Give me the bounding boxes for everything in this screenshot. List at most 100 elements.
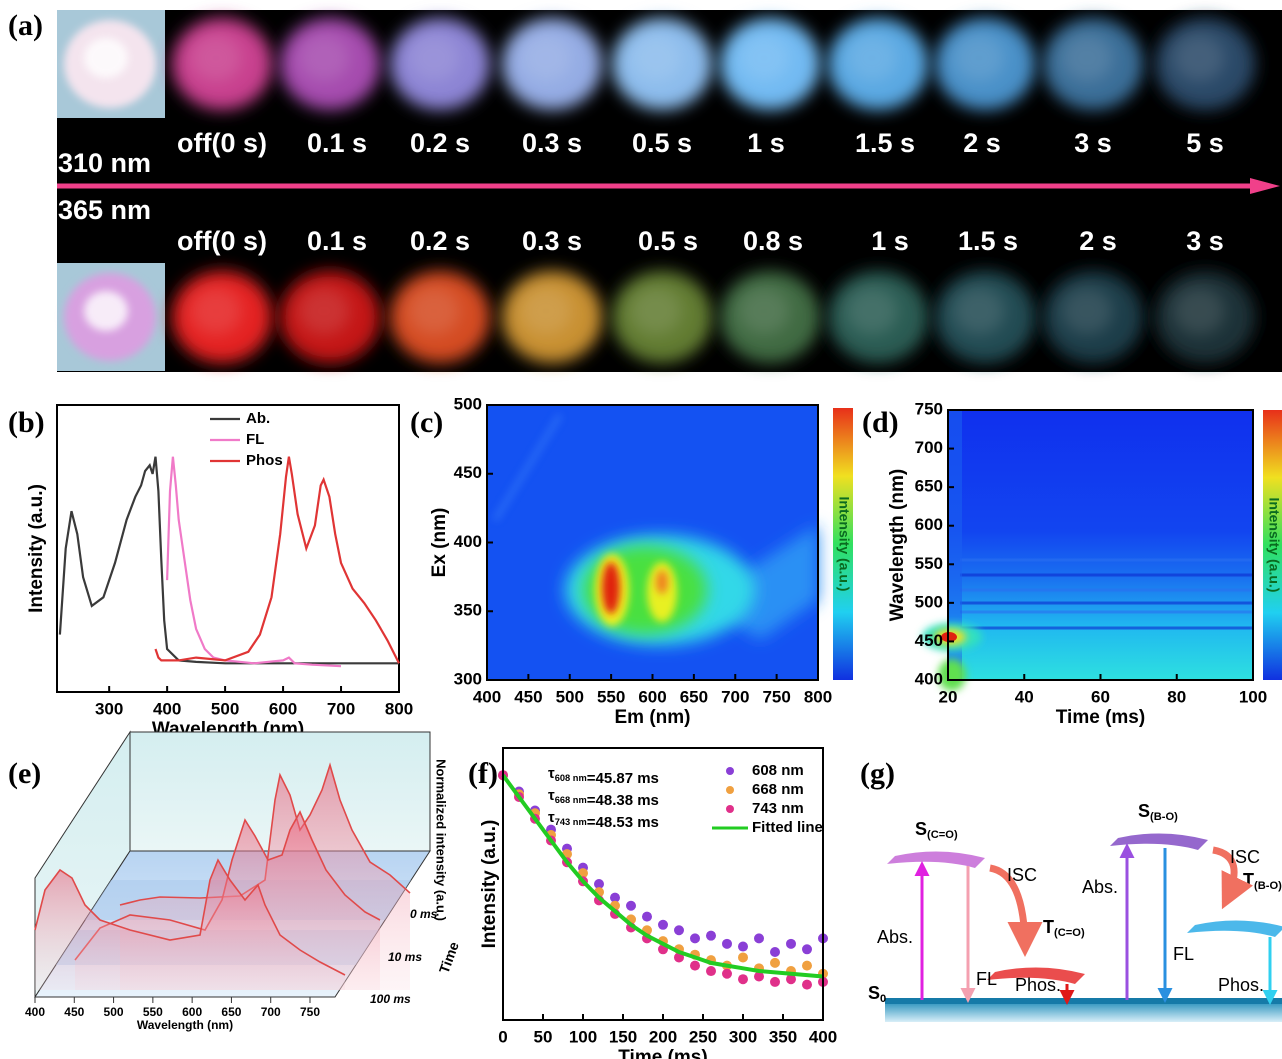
x-tick-label: 550 bbox=[143, 1005, 163, 1019]
text-part: (C=O) bbox=[927, 829, 958, 841]
x-axis-label: Wavelength (nm) bbox=[137, 1018, 233, 1032]
x-tick-label: 500 bbox=[211, 699, 239, 718]
text-part: 0 bbox=[880, 993, 886, 1005]
isc-label: ISC bbox=[1230, 847, 1260, 867]
time-label: 100 ms bbox=[370, 992, 411, 1006]
x-tick-label: 400 bbox=[25, 1005, 45, 1019]
panel-label: (d) bbox=[862, 406, 899, 439]
x-tick-label: 600 bbox=[269, 699, 297, 718]
x-tick-label: 400 bbox=[809, 1027, 837, 1046]
annotation: τ608 nm=45.87 ms bbox=[548, 765, 659, 787]
text-part: τ bbox=[548, 765, 555, 782]
time-label: 1.5 s bbox=[855, 128, 915, 158]
y-tick-label: 550 bbox=[915, 554, 943, 573]
x-tick-label: 750 bbox=[762, 687, 790, 706]
ground-state bbox=[885, 1000, 1282, 1022]
text-part: T bbox=[1043, 917, 1054, 937]
data-point bbox=[738, 974, 748, 985]
energy-level bbox=[1110, 833, 1208, 850]
fl-label: FL bbox=[1173, 944, 1194, 964]
sample-core bbox=[953, 287, 1005, 335]
data-point bbox=[594, 879, 604, 889]
y-axis-label: Intensity (a.u.) bbox=[26, 484, 47, 613]
text-part: 608 nm bbox=[555, 773, 587, 783]
data-point bbox=[786, 974, 796, 985]
time-label: 0.5 s bbox=[632, 128, 692, 158]
isc-arrow bbox=[989, 864, 1043, 957]
data-point bbox=[658, 919, 668, 930]
x-tick-label: 600 bbox=[638, 687, 666, 706]
text-part: S bbox=[1138, 801, 1150, 821]
time-label: 0 ms bbox=[410, 907, 438, 921]
x-tick-label: 20 bbox=[939, 687, 958, 706]
time-label: 2 s bbox=[1079, 226, 1117, 256]
abs-label: Abs. bbox=[877, 927, 913, 947]
legend-label: 608 nm bbox=[752, 762, 804, 779]
y-tick-label: 700 bbox=[915, 438, 943, 457]
data-point bbox=[722, 938, 732, 949]
y-tick-label: 500 bbox=[454, 394, 482, 413]
y-axis-label: Intensity (a.u.) bbox=[479, 820, 500, 949]
panel-label: (e) bbox=[8, 757, 41, 790]
time-label: off(0 s) bbox=[177, 226, 267, 256]
x-tick-label: 550 bbox=[597, 687, 625, 706]
x-tick-label: 500 bbox=[104, 1005, 124, 1019]
sample-core bbox=[630, 34, 682, 82]
time-label: 5 s bbox=[1186, 128, 1224, 158]
ground-state-top bbox=[885, 998, 1282, 1004]
x-tick-label: 0 bbox=[498, 1027, 507, 1046]
time-label: 1 s bbox=[871, 226, 909, 256]
text-part: τ bbox=[548, 809, 555, 826]
arrow-head bbox=[1250, 178, 1280, 194]
energy-level bbox=[887, 851, 985, 868]
data-point bbox=[722, 968, 732, 979]
panel-label: (f) bbox=[468, 757, 498, 790]
text-part: τ bbox=[548, 787, 555, 804]
data-point bbox=[738, 941, 748, 952]
time-label: 3 s bbox=[1186, 226, 1224, 256]
data-point bbox=[690, 960, 700, 971]
text-part: T bbox=[1243, 870, 1254, 890]
y-tick-label: 450 bbox=[915, 631, 943, 650]
x-tick-label: 400 bbox=[153, 699, 181, 718]
text-part: =45.87 ms bbox=[587, 770, 659, 787]
legend-swatch bbox=[726, 767, 734, 775]
x-tick-label: 700 bbox=[261, 1005, 281, 1019]
text-part: (C=O) bbox=[1054, 927, 1085, 939]
y-axis-label: Time bbox=[436, 939, 462, 975]
abs-label: Abs. bbox=[1082, 877, 1118, 897]
data-point bbox=[642, 911, 652, 922]
waterfall-line bbox=[34, 858, 346, 976]
sample-core bbox=[1061, 34, 1113, 82]
panel-label: (g) bbox=[860, 757, 895, 790]
text-part: (B-O) bbox=[1254, 880, 1282, 892]
x-tick-label: 50 bbox=[534, 1027, 553, 1046]
sample-core bbox=[190, 287, 242, 335]
data-point bbox=[674, 925, 684, 936]
data-point bbox=[802, 944, 812, 955]
legend-label: 743 nm bbox=[752, 800, 804, 817]
waterfall-fill bbox=[35, 860, 345, 990]
sample-core bbox=[298, 287, 350, 335]
time-label: 3 s bbox=[1074, 128, 1112, 158]
y-tick-label: 300 bbox=[454, 669, 482, 688]
x-axis-label: Time (ms) bbox=[1056, 707, 1145, 728]
series-line bbox=[154, 456, 400, 664]
waterfall-line bbox=[119, 762, 411, 906]
state-label: T(B-O) bbox=[1243, 870, 1282, 892]
panel-label: (c) bbox=[410, 406, 443, 439]
x-tick-label: 60 bbox=[1091, 687, 1110, 706]
text-part: (B-O) bbox=[1150, 811, 1178, 823]
x-tick-label: 100 bbox=[1239, 687, 1267, 706]
x-tick-label: 700 bbox=[721, 687, 749, 706]
fl-label: FL bbox=[976, 969, 997, 989]
heatmap-streak bbox=[492, 413, 563, 522]
time-label: 0.2 s bbox=[410, 128, 470, 158]
annotation: τ668 nm=48.38 ms bbox=[548, 787, 659, 809]
y-tick-label: 350 bbox=[454, 601, 482, 620]
data-point bbox=[786, 938, 796, 949]
sample-core bbox=[298, 34, 350, 82]
x-tick-label: 750 bbox=[300, 1005, 320, 1019]
data-point bbox=[626, 900, 636, 911]
sample-core bbox=[1173, 287, 1225, 335]
